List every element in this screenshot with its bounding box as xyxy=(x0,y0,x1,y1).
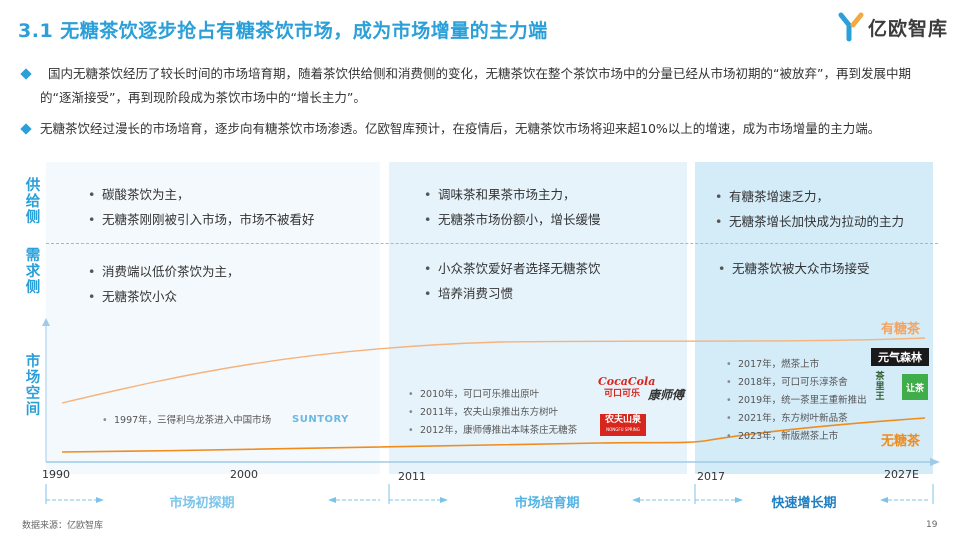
list-item: 无糖茶刚刚被引入市场，市场不被看好 xyxy=(88,207,315,232)
phase-label-1: 市场初探期 xyxy=(169,496,235,511)
x-axis-arrow-icon xyxy=(930,458,940,466)
intro-text-2: 无糖茶饮经过漫长的市场培育，逐步向有糖茶饮市场渗透。亿欧智库预计，在疫情后，无糖… xyxy=(40,121,881,136)
milestone-item: 2019年，统一茶里王重新推出 xyxy=(726,392,867,410)
list-item: 无糖茶市场份额小，增长缓慢 xyxy=(424,207,601,232)
milestone-item: 2021年，东方树叶新品茶 xyxy=(726,410,867,428)
milestones-phase2: 2010年，可口可乐推出原叶 2011年，农夫山泉推出东方树叶 2012年，康师… xyxy=(408,386,577,440)
milestone-item: 2011年，农夫山泉推出东方树叶 xyxy=(408,404,577,422)
list-item: 无糖茶饮被大众市场接受 xyxy=(718,256,878,281)
cocacola-logo-cn: 可口可乐 xyxy=(603,389,640,399)
intro-text-1: 国内无糖茶饮经历了较长时间的市场培育期，随着茶饮供给侧和消费侧的变化，无糖茶饮在… xyxy=(40,66,911,105)
supply-side-label: 供给侧 xyxy=(25,178,41,226)
legend-sugar-tea: 有糖茶 xyxy=(881,322,921,337)
intro-paragraph-2: 无糖茶饮经过漫长的市场培育，逐步向有糖茶饮市场渗透。亿欧智库预计，在疫情后，无糖… xyxy=(20,117,942,141)
section-divider xyxy=(46,243,938,244)
supply-list-phase2: 调味茶和果茶市场主力， 无糖茶市场份额小，增长缓慢 xyxy=(424,182,601,232)
yuanqi-logo: 元气森林 xyxy=(871,348,929,366)
yiou-logo-icon xyxy=(838,12,864,42)
cocacola-logo: CocaCola 可口可乐 xyxy=(598,375,656,400)
milestone-item: 1997年，三得利乌龙茶进入中国市场 xyxy=(102,412,271,430)
phase-arrows xyxy=(45,484,934,504)
milestones-phase3: 2017年，燃茶上市 2018年，可口可乐淳茶舍 2019年，统一茶里王重新推出… xyxy=(726,356,867,446)
supply-list-phase1: 碳酸茶饮为主， 无糖茶刚刚被引入市场，市场不被看好 xyxy=(88,182,315,232)
suntory-logo: SUNTORY xyxy=(292,414,349,425)
list-item: 培养消费习惯 xyxy=(424,281,601,306)
tick-2011: 2011 xyxy=(398,470,426,483)
list-item: 调味茶和果茶市场主力， xyxy=(424,182,601,207)
phase-label-2: 市场培育期 xyxy=(514,496,580,511)
page-number: 19 xyxy=(926,520,938,530)
nongfu-logo-cn: 农夫山泉 xyxy=(604,415,641,425)
demand-side-label: 需求侧 xyxy=(25,248,41,296)
nongfu-logo-en: NONGFU SPRING xyxy=(606,427,640,432)
demand-list-phase2: 小众茶饮爱好者选择无糖茶饮 培养消费习惯 xyxy=(424,256,601,306)
tick-2027e: 2027E xyxy=(884,468,919,481)
intro-paragraph-1: 国内无糖茶饮经历了较长时间的市场培育期，随着茶饮供给侧和消费侧的变化，无糖茶饮在… xyxy=(20,62,942,110)
logo-text: 亿欧智库 xyxy=(868,17,949,40)
list-item: 有糖茶增速乏力， xyxy=(715,184,904,209)
milestone-item: 2023年，新版燃茶上市 xyxy=(726,428,867,446)
tick-2017: 2017 xyxy=(697,470,725,483)
chaliwang-logo: 茶里王 xyxy=(875,372,885,402)
data-source: 数据来源：亿欧智库 xyxy=(22,521,104,531)
kangshifu-logo: 康师傅 xyxy=(648,388,685,402)
demand-list-phase1: 消费端以低价茶饮为主， 无糖茶饮小众 xyxy=(88,259,240,309)
legend-nosugar-tea: 无糖茶 xyxy=(881,434,921,449)
list-item: 碳酸茶饮为主， xyxy=(88,182,315,207)
market-space-label: 市场空间 xyxy=(25,354,41,418)
list-item: 小众茶饮爱好者选择无糖茶饮 xyxy=(424,256,601,281)
sugar-tea-curve xyxy=(61,337,926,404)
supply-list-phase3: 有糖茶增速乏力， 无糖茶增长加快成为拉动的主力 xyxy=(715,184,904,234)
milestone-item: 2012年，康师傅推出本味茶庄无糖茶 xyxy=(408,422,577,440)
milestone-item: 2010年，可口可乐推出原叶 xyxy=(408,386,577,404)
list-item: 消费端以低价茶饮为主， xyxy=(88,259,240,284)
tick-2000: 2000 xyxy=(230,468,258,481)
list-item: 无糖茶饮小众 xyxy=(88,284,240,309)
tick-1990: 1990 xyxy=(42,468,70,481)
rangcha-logo: 让茶 xyxy=(902,374,928,400)
phase-label-3: 快速增长期 xyxy=(771,496,837,511)
nongfu-logo: 农夫山泉 NONGFU SPRING xyxy=(600,414,646,436)
demand-list-phase3: 无糖茶饮被大众市场接受 xyxy=(718,256,878,281)
milestone-item: 2017年，燃茶上市 xyxy=(726,356,867,374)
list-item: 无糖茶增长加快成为拉动的主力 xyxy=(715,209,904,234)
y-axis-arrow-icon xyxy=(42,318,50,326)
logo: 亿欧智库 xyxy=(838,12,948,42)
milestone-item: 2018年，可口可乐淳茶舍 xyxy=(726,374,867,392)
milestones-phase1: 1997年，三得利乌龙茶进入中国市场 xyxy=(102,412,271,430)
cocacola-logo-en: CocaCola xyxy=(598,375,656,388)
page-title: 3.1 无糖茶饮逐步抢占有糖茶饮市场，成为市场增量的主力端 xyxy=(18,20,548,42)
